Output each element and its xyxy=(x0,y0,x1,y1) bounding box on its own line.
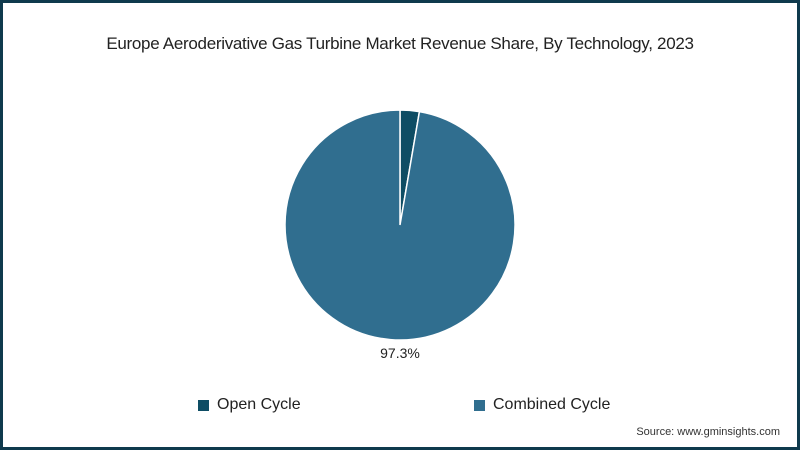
legend-swatch-open-cycle xyxy=(198,399,209,411)
data-label-combined-cycle: 97.3% xyxy=(380,345,420,361)
legend-label: Combined Cycle xyxy=(493,396,611,413)
chart-title: Europe Aeroderivative Gas Turbine Market… xyxy=(106,34,694,53)
legend-item-open-cycle: Open Cycle xyxy=(198,396,301,414)
pie-slice-combined-cycle xyxy=(284,109,516,341)
legend-swatch-combined-cycle xyxy=(474,399,485,411)
source-note: Source: www.gminsights.com xyxy=(636,426,780,438)
legend-item-combined-cycle: Combined Cycle xyxy=(474,396,610,414)
legend-label: Open Cycle xyxy=(217,396,301,413)
